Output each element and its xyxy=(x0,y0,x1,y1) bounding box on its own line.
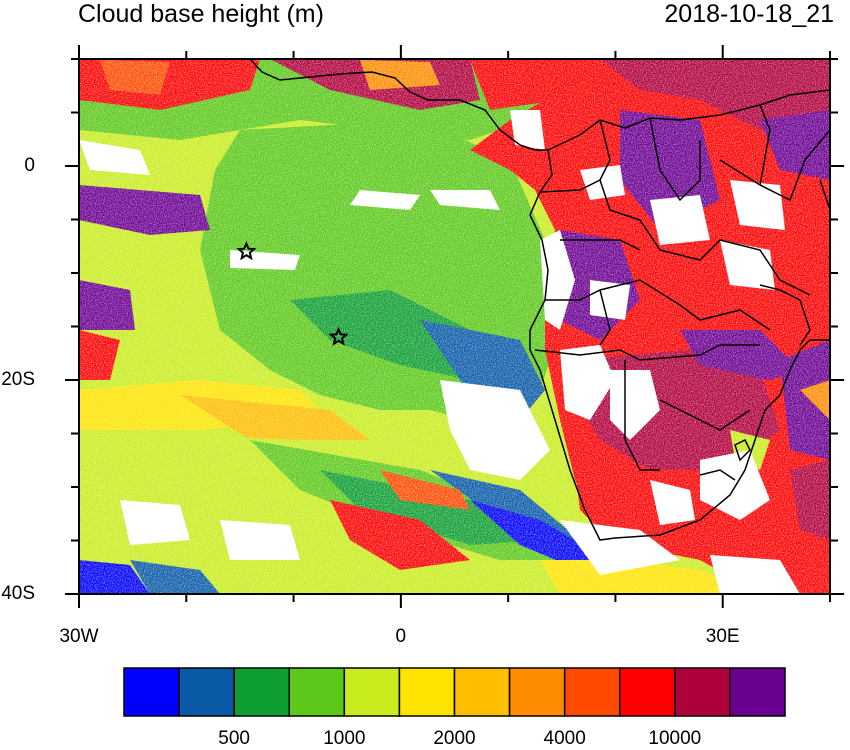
axis-ticks xyxy=(65,45,844,608)
colorbar-swatch xyxy=(398,667,456,717)
lat-label: 0 xyxy=(24,155,35,176)
coastline xyxy=(249,59,830,541)
colorbar-label: 2000 xyxy=(433,728,476,749)
colorbar-swatch xyxy=(508,667,566,717)
colorbar-label: 10000 xyxy=(648,728,702,749)
lon-label: 30W xyxy=(59,626,99,647)
colorbar-label: 500 xyxy=(218,728,250,749)
colorbar-swatch xyxy=(123,667,180,717)
colorbar-swatch xyxy=(674,667,731,717)
lon-label: 0 xyxy=(395,626,407,647)
star-marker-icon xyxy=(236,241,257,261)
map-title: Cloud base height (m) xyxy=(78,0,324,28)
colorbar-swatch xyxy=(233,667,291,717)
colorbar-swatch xyxy=(343,667,401,717)
star-marker-icon xyxy=(328,326,349,346)
cloud-field xyxy=(79,59,830,594)
colorbar-label: 4000 xyxy=(543,728,586,749)
lat-label: 40S xyxy=(1,583,35,604)
colorbar-swatch xyxy=(563,667,621,717)
colorbar-swatch xyxy=(619,667,676,717)
station-markers xyxy=(236,241,349,346)
colorbar-label: 1000 xyxy=(323,728,366,749)
colorbar-swatch xyxy=(288,667,346,717)
lat-label: 20S xyxy=(1,369,35,390)
lon-label: 30E xyxy=(705,626,740,647)
map-timestamp: 2018-10-18_21 xyxy=(664,0,834,28)
colorbar xyxy=(123,667,786,717)
colorbar-swatch xyxy=(729,667,786,717)
colorbar-swatch xyxy=(453,667,511,717)
colorbar-swatch xyxy=(178,667,235,717)
